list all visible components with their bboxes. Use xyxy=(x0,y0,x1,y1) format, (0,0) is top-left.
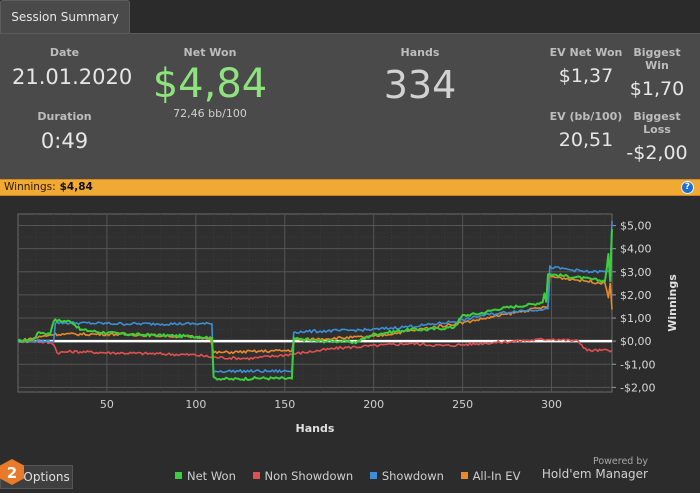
date-label: Date xyxy=(49,46,80,59)
x-axis-title: Hands xyxy=(296,422,335,435)
winnings-bar-label: Winnings: xyxy=(4,181,56,193)
y-tick-label-5: $0,00 xyxy=(620,335,652,348)
x-tick-label-100: 100 xyxy=(185,398,206,411)
date-stat: Date 21.01.2020 xyxy=(12,46,133,89)
legend-swatch-showdown xyxy=(369,472,377,479)
tab-session-summary[interactable]: Session Summary xyxy=(0,0,130,33)
ev-net-won-label: EV Net Won xyxy=(549,46,623,59)
summary-panel: Date 21.01.2020 Duration 0:49 Net Won $4… xyxy=(0,33,700,179)
y-tick-label-6: -$1,00 xyxy=(620,358,655,371)
winnings-bar: Winnings: $4,84 ? xyxy=(0,179,700,196)
plot-area xyxy=(17,213,613,393)
x-tick-label-300: 300 xyxy=(541,398,562,411)
legend-all-in-ev[interactable]: All-In EV xyxy=(460,469,521,483)
hands-label: Hands xyxy=(400,46,440,59)
chart-legend: Net Won Non Showdown Showdown All-In EV xyxy=(175,469,533,483)
biggest-win-value: $1,70 xyxy=(629,78,685,100)
ev-bb100-label: EV (bb/100) xyxy=(549,110,623,123)
net-won-value: $4,84 xyxy=(152,61,268,107)
legend-swatch-net-won xyxy=(175,472,182,479)
x-tick-label-50: 50 xyxy=(100,398,114,411)
options-label: Options xyxy=(23,470,70,484)
ev-net-won-value: $1,37 xyxy=(558,65,614,87)
help-icon[interactable]: ? xyxy=(681,181,694,194)
series-net-won xyxy=(17,229,613,382)
date-value: 21.01.2020 xyxy=(12,65,133,89)
y-tick-label-3: $2,00 xyxy=(620,289,652,302)
winnings-chart: 50 100 150 200 250 300 $5,00 $4,00 $3,00 $2,00 $1,… xyxy=(17,213,679,435)
y-axis-title: Winnings xyxy=(666,274,679,332)
series-non-showdown xyxy=(17,337,613,361)
duration-stat: Duration 0:49 xyxy=(12,110,117,153)
brand-name: Hold'em Manager xyxy=(541,467,648,481)
legend-net-won-label: Net Won xyxy=(187,469,236,483)
legend-showdown[interactable]: Showdown xyxy=(369,469,444,483)
y-tick-label-2: $3,00 xyxy=(620,266,652,279)
y-tick-label-1: $4,00 xyxy=(620,243,652,256)
ev-bb100-stat: EV (bb/100) 20,51 xyxy=(548,110,624,151)
hem2-logo-icon: 2 xyxy=(0,459,24,485)
biggest-loss-label: Biggest Loss xyxy=(633,110,681,136)
y-tick-label-4: $1,00 xyxy=(620,312,652,325)
winnings-bar-value: $4,84 xyxy=(59,181,93,193)
y-tick-label-0: $5,00 xyxy=(620,220,652,233)
logo-number: 2 xyxy=(7,464,17,482)
tab-bar: Session Summary xyxy=(0,0,700,33)
duration-label: Duration xyxy=(37,110,92,123)
bb100-value: 72,46 bb/100 xyxy=(173,107,247,120)
hands-stat: Hands 334 xyxy=(360,46,480,107)
chart-area: 50 100 150 200 250 300 $5,00 $4,00 $3,00 $2,00 $1,… xyxy=(0,196,700,493)
biggest-loss-stat: Biggest Loss -$2,00 xyxy=(620,110,694,164)
legend-non-showdown[interactable]: Non Showdown xyxy=(252,469,354,483)
x-tick-label-200: 200 xyxy=(363,398,384,411)
legend-swatch-all-in-ev xyxy=(460,472,468,479)
legend-showdown-label: Showdown xyxy=(381,469,444,483)
legend-non-showdown-label: Non Showdown xyxy=(264,469,354,483)
biggest-loss-value: -$2,00 xyxy=(626,142,688,164)
series-showdown xyxy=(17,220,613,374)
x-tick-label-250: 250 xyxy=(452,398,473,411)
y-tick-label-7: -$2,00 xyxy=(620,381,655,394)
duration-value: 0:49 xyxy=(40,129,89,153)
legend-swatch-non-showdown xyxy=(252,472,260,479)
hands-value: 334 xyxy=(383,63,457,107)
legend-all-in-ev-label: All-In EV xyxy=(472,469,521,483)
biggest-win-stat: Biggest Win $1,70 xyxy=(622,46,692,100)
ev-net-won-stat: EV Net Won $1,37 xyxy=(548,46,624,87)
powered-by-text: Powered by xyxy=(592,456,648,467)
x-tick-label-150: 150 xyxy=(274,398,295,411)
ev-bb100-value: 20,51 xyxy=(558,129,614,151)
biggest-win-label: Biggest Win xyxy=(633,46,681,72)
net-won-label: Net Won xyxy=(183,46,237,59)
net-won-stat: Net Won $4,84 72,46 bb/100 xyxy=(140,46,280,120)
legend-net-won[interactable]: Net Won xyxy=(175,469,236,483)
